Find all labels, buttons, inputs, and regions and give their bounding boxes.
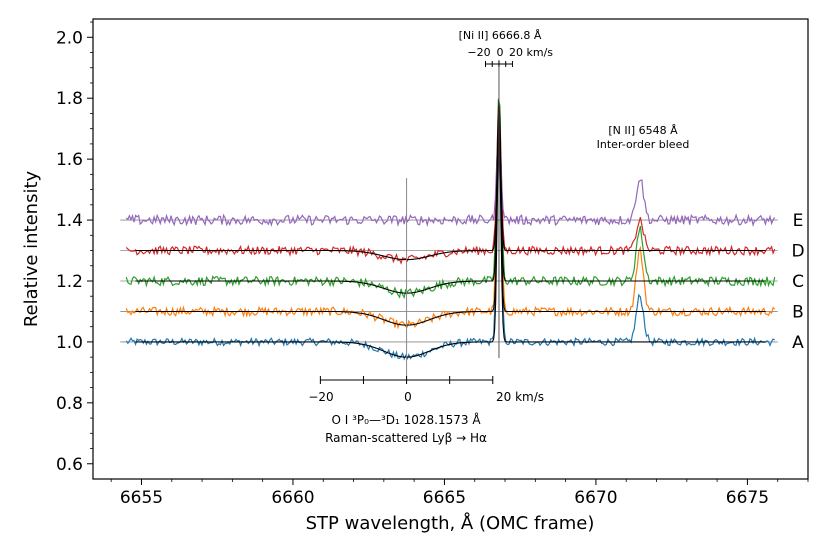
x-tick-label: 6655: [120, 488, 163, 508]
series-label-C: C: [792, 272, 804, 292]
series-line-A: [125, 129, 775, 361]
bottom-scale-label-mid: 0: [404, 390, 412, 404]
series-line-B: [125, 118, 776, 330]
x-tick-label: 6660: [271, 488, 314, 508]
reference-markers: [319, 60, 513, 384]
series-line-E: [125, 131, 776, 228]
y-tick-label: 0.8: [56, 394, 83, 414]
top-scale-label-mid: 0: [497, 46, 504, 59]
model-line-A: [135, 129, 766, 358]
model-line-D: [135, 109, 766, 261]
nii-label-line2: Inter-order bleed: [597, 138, 690, 151]
series-label-A: A: [792, 333, 804, 353]
model-line-B: [135, 117, 766, 326]
model-line-C: [135, 98, 766, 294]
plot-frame: [92, 18, 809, 480]
x-tick-label: 6670: [574, 488, 617, 508]
raman-annotation-line1: O I ³P₀—³D₁ 1028.1573 Å: [331, 412, 481, 427]
y-tick-label: 0.6: [56, 455, 83, 475]
y-tick-label: 1.4: [56, 211, 83, 231]
axis-ticks: 6655 6660 6665 6670 6675 0.6 0.8 1.0 1.2 1.4 1.6 1.…: [56, 21, 809, 508]
series-line-D: [125, 106, 776, 265]
axes: [92, 18, 809, 480]
x-tick-label: 6665: [423, 488, 466, 508]
bottom-scale-label-left: −20: [308, 390, 333, 404]
series-label-D: D: [791, 242, 804, 262]
raman-annotation-line2: Raman-scattered Lyβ → Hα: [325, 431, 487, 445]
series-label-E: E: [793, 211, 804, 231]
top-scale-label-right: 20 km/s: [509, 46, 553, 59]
y-tick-label: 1.6: [56, 150, 83, 170]
y-tick-label: 1.8: [56, 89, 83, 109]
y-axis-title: Relative intensity: [21, 170, 42, 327]
x-axis-title: STP wavelength, Å (OMC frame): [306, 512, 595, 534]
ni-line-label: [Ni II] 6666.8 Å: [459, 29, 542, 42]
bottom-scale-label-right: 20 km/s: [496, 390, 544, 404]
y-tick-label: 1.2: [56, 272, 83, 292]
top-scale-label-left: −20: [467, 46, 490, 59]
series-label-B: B: [792, 302, 804, 322]
nii-label-line1: [N II] 6548 Å: [608, 124, 678, 137]
y-tick-label: 2.0: [56, 28, 83, 48]
y-tick-label: 1.0: [56, 333, 83, 353]
x-tick-label: 6675: [726, 488, 769, 508]
